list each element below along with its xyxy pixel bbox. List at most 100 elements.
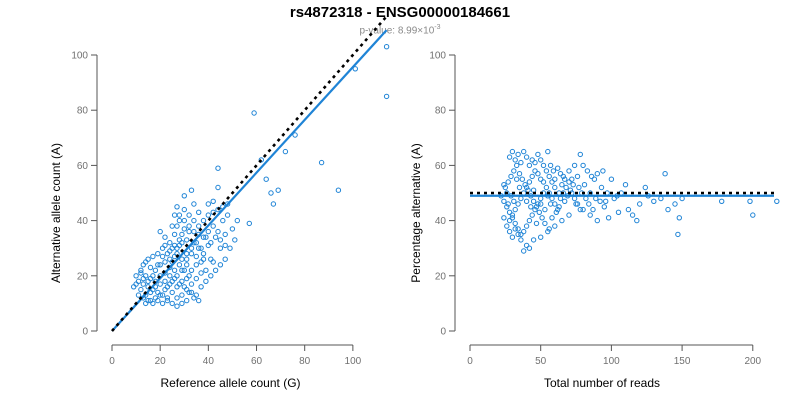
data-point	[512, 206, 518, 213]
data-point	[601, 204, 608, 210]
data-point	[543, 168, 550, 174]
data-point	[138, 270, 144, 276]
data-point	[220, 217, 226, 224]
data-point	[577, 206, 584, 213]
data-point	[566, 212, 572, 218]
data-point	[155, 251, 161, 257]
x-tick-label: 80	[299, 356, 311, 367]
data-point	[217, 237, 224, 243]
reference-dashed-line	[111, 15, 388, 332]
data-point	[598, 184, 605, 191]
data-point	[529, 212, 535, 218]
data-point	[150, 273, 156, 279]
data-point	[184, 262, 190, 268]
data-point	[584, 168, 591, 174]
data-point	[159, 253, 166, 260]
data-point	[672, 201, 678, 207]
data-point	[200, 234, 207, 240]
data-point	[576, 184, 582, 191]
data-point	[186, 228, 192, 235]
data-point	[518, 231, 524, 238]
data-point	[176, 237, 183, 243]
data-point	[504, 204, 510, 210]
data-point	[586, 201, 592, 207]
data-point	[176, 262, 183, 268]
data-point	[521, 190, 527, 196]
data-point	[174, 204, 180, 210]
data-point	[526, 245, 533, 251]
data-point	[511, 168, 517, 174]
data-point	[542, 206, 548, 213]
data-point	[540, 162, 547, 169]
data-point	[501, 198, 507, 205]
data-point	[577, 151, 584, 158]
data-point	[203, 267, 209, 273]
data-point	[747, 198, 753, 205]
data-point	[217, 262, 224, 268]
data-point	[546, 226, 552, 232]
data-point	[162, 234, 168, 240]
data-point	[169, 223, 175, 229]
data-point	[164, 297, 171, 304]
data-point	[150, 300, 156, 307]
data-point	[352, 66, 358, 72]
data-point	[135, 278, 142, 284]
data-point	[515, 201, 521, 207]
data-point	[538, 176, 544, 182]
data-point	[518, 237, 524, 243]
data-point	[191, 295, 197, 301]
data-point	[570, 182, 576, 188]
data-point	[184, 297, 190, 304]
data-point	[143, 273, 149, 279]
data-point	[651, 198, 657, 205]
data-point	[521, 248, 527, 254]
data-point	[203, 234, 209, 240]
data-point	[147, 264, 154, 271]
data-point	[171, 231, 178, 238]
data-point	[188, 267, 195, 273]
data-point	[131, 284, 137, 290]
data-point	[167, 248, 173, 254]
data-point	[224, 201, 231, 207]
data-point	[174, 245, 180, 251]
x-tick-label: 20	[155, 356, 167, 367]
data-point	[552, 223, 558, 229]
data-point	[538, 195, 544, 202]
data-point	[147, 297, 154, 304]
data-point	[532, 206, 538, 213]
x-tick-label: 100	[603, 356, 620, 367]
data-point	[210, 223, 216, 229]
data-point	[258, 157, 264, 163]
data-point	[509, 212, 516, 218]
data-point	[184, 237, 190, 243]
y-tick-label: 0	[82, 327, 88, 338]
data-point	[549, 215, 555, 221]
data-point	[528, 204, 534, 210]
data-point	[215, 228, 221, 235]
data-point	[600, 168, 606, 174]
data-point	[509, 215, 516, 221]
data-point	[662, 171, 668, 177]
x-tick-label: 150	[674, 356, 691, 367]
data-point	[523, 242, 530, 249]
data-point	[215, 165, 221, 171]
data-point	[159, 245, 166, 251]
x-axis-label: Total number of reads	[544, 376, 660, 390]
data-point	[603, 198, 609, 205]
data-point	[521, 228, 527, 235]
x-tick-label: 100	[345, 356, 362, 367]
data-point	[530, 198, 537, 205]
data-point	[552, 184, 558, 191]
data-point	[184, 286, 190, 293]
data-point	[506, 154, 513, 160]
data-point	[594, 217, 601, 224]
data-point	[268, 190, 274, 196]
data-point	[516, 184, 523, 191]
data-point	[509, 148, 516, 155]
data-point	[215, 184, 221, 191]
data-point	[318, 159, 325, 166]
y-tick-label: 40	[77, 216, 89, 227]
data-point	[512, 220, 518, 227]
data-point	[198, 259, 204, 265]
data-point	[515, 226, 521, 232]
